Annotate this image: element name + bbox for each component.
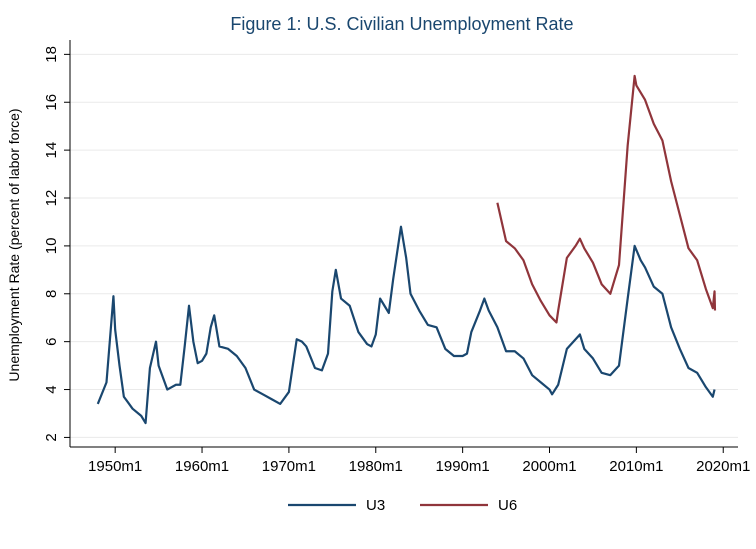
x-tick-label: 2000m1 (522, 458, 576, 475)
y-tick-label: 8 (43, 290, 60, 298)
x-tick-label: 1960m1 (175, 458, 229, 475)
y-tick-label: 18 (43, 46, 60, 63)
x-tick-label: 2010m1 (609, 458, 663, 475)
line-series (496, 74, 717, 324)
y-axis-label: Unemployment Rate (percent of labor forc… (6, 108, 22, 381)
x-tick-label: 2020m1 (696, 458, 750, 475)
y-tick-label: 6 (43, 337, 60, 345)
legend-label: U3 (366, 497, 385, 514)
line-series (96, 225, 716, 425)
x-tick-label: 1990m1 (436, 458, 490, 475)
y-tick-label: 10 (43, 238, 60, 255)
legend-label: U6 (498, 497, 517, 514)
y-tick-label: 2 (43, 433, 60, 441)
x-tick-label: 1950m1 (88, 458, 142, 475)
y-tick-label: 12 (43, 190, 60, 207)
x-tick-label: 1970m1 (262, 458, 316, 475)
y-tick-label: 14 (43, 142, 60, 159)
chart-title: Figure 1: U.S. Civilian Unemployment Rat… (230, 14, 573, 34)
y-tick-label: 4 (43, 385, 60, 393)
x-tick-label: 1980m1 (349, 458, 403, 475)
y-tick-label: 16 (43, 94, 60, 111)
